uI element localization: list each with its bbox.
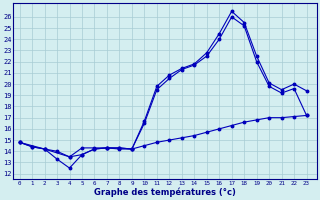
- X-axis label: Graphe des températures (°c): Graphe des températures (°c): [94, 187, 236, 197]
